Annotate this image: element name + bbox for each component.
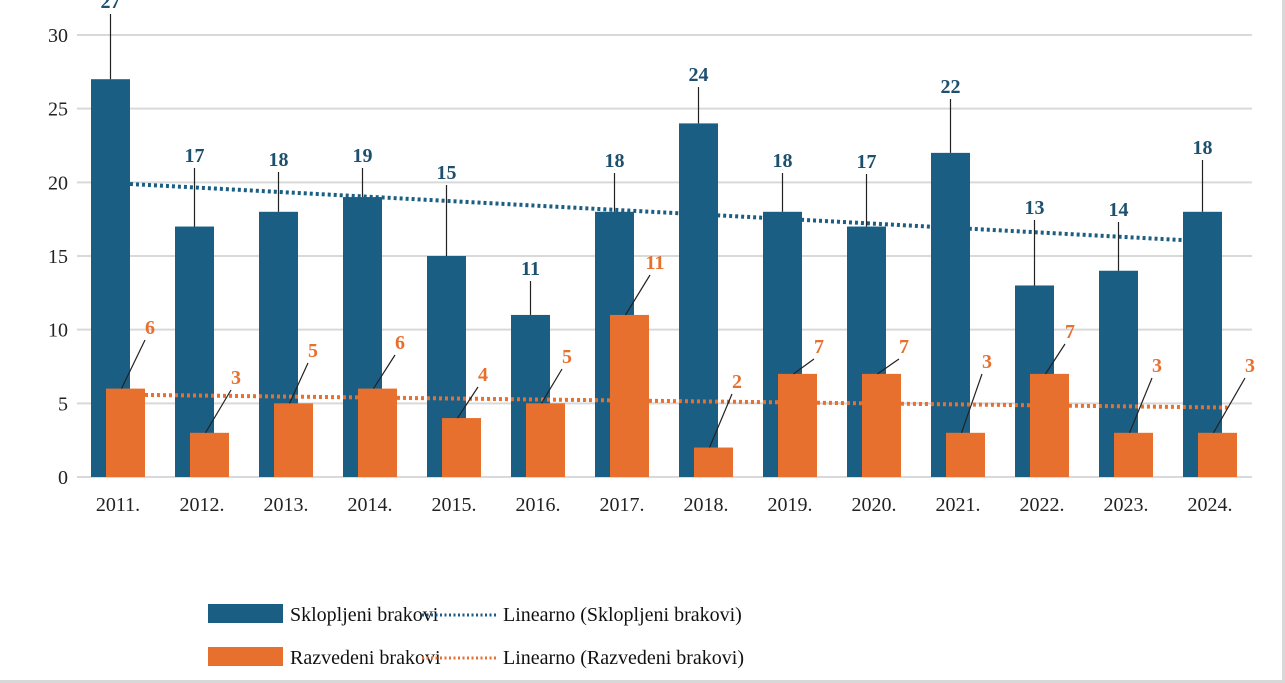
bar-razvedeni-2020. bbox=[862, 373, 901, 477]
bar-razvedeni-2015. bbox=[442, 418, 481, 477]
data-label-sklopljeni: 13 bbox=[1025, 197, 1045, 219]
bar-razvedeni-2017. bbox=[610, 314, 649, 477]
data-label-razvedeni: 3 bbox=[1152, 355, 1162, 377]
bar-razvedeni-2011. bbox=[106, 388, 145, 477]
data-label-razvedeni: 7 bbox=[899, 336, 909, 358]
trendline-razvedeni bbox=[144, 392, 1228, 410]
bar-sklopljeni-2021. bbox=[931, 152, 970, 477]
leader-line-razvedeni bbox=[1044, 343, 1066, 375]
leader-line-razvedeni bbox=[1212, 377, 1246, 434]
x-tick-label: 2021. bbox=[936, 494, 981, 516]
legend-swatch-razvedeni bbox=[208, 647, 283, 666]
data-label-sklopljeni: 22 bbox=[941, 76, 961, 98]
leader-line-razvedeni bbox=[288, 362, 309, 404]
x-tick-label: 2024. bbox=[1188, 494, 1233, 516]
y-tick-label: 25 bbox=[48, 99, 68, 121]
x-tick-label: 2012. bbox=[180, 494, 225, 516]
leader-line-razvedeni bbox=[960, 373, 983, 433]
legend-swatch-sklopljeni bbox=[208, 604, 283, 623]
data-label-sklopljeni: 18 bbox=[269, 149, 289, 171]
y-tick-label: 0 bbox=[58, 467, 68, 489]
data-label-sklopljeni: 18 bbox=[1193, 137, 1213, 159]
legend: Sklopljeni brakovi Linearno (Sklopljeni … bbox=[208, 604, 744, 669]
data-label-sklopljeni: 19 bbox=[353, 145, 373, 167]
y-tick-label: 5 bbox=[58, 393, 68, 415]
y-tick-label: 20 bbox=[48, 172, 68, 194]
x-tick-label: 2018. bbox=[684, 494, 729, 516]
data-label-razvedeni: 11 bbox=[646, 252, 665, 274]
x-tick-label: 2011. bbox=[96, 494, 140, 516]
data-label-sklopljeni: 18 bbox=[773, 150, 793, 172]
data-label-sklopljeni: 24 bbox=[689, 64, 709, 86]
bar-razvedeni-2014. bbox=[358, 388, 397, 477]
data-label-sklopljeni: 27 bbox=[101, 0, 121, 13]
legend-label-razvedeni: Razvedeni brakovi bbox=[290, 647, 441, 669]
data-label-razvedeni: 6 bbox=[395, 332, 405, 354]
data-label-razvedeni: 7 bbox=[1065, 321, 1075, 343]
data-label-razvedeni: 3 bbox=[231, 367, 241, 389]
leader-line-razvedeni bbox=[793, 358, 815, 375]
data-label-sklopljeni: 18 bbox=[605, 150, 625, 172]
data-label-razvedeni: 6 bbox=[145, 317, 155, 339]
data-label-sklopljeni: 14 bbox=[1109, 199, 1129, 221]
leader-line-razvedeni bbox=[456, 386, 479, 419]
x-tick-label: 2013. bbox=[264, 494, 309, 516]
x-tick-label: 2015. bbox=[432, 494, 477, 516]
x-tick-label: 2023. bbox=[1104, 494, 1149, 516]
data-label-sklopljeni: 15 bbox=[437, 162, 457, 184]
x-tick-label: 2022. bbox=[1020, 494, 1065, 516]
x-tick-label: 2016. bbox=[516, 494, 561, 516]
bar-sklopljeni-2018. bbox=[679, 123, 718, 478]
data-label-razvedeni: 3 bbox=[1245, 355, 1255, 377]
bar-razvedeni-2023. bbox=[1114, 432, 1153, 477]
leader-line-razvedeni bbox=[540, 368, 563, 404]
y-tick-label: 30 bbox=[48, 25, 68, 47]
data-label-razvedeni: 3 bbox=[982, 351, 992, 373]
leader-line-razvedeni bbox=[877, 358, 900, 375]
data-label-razvedeni: 5 bbox=[308, 340, 318, 362]
bar-razvedeni-2019. bbox=[778, 373, 817, 477]
leader-line-razvedeni bbox=[204, 389, 232, 434]
bar-razvedeni-2024. bbox=[1198, 432, 1237, 477]
x-tick-label: 2017. bbox=[600, 494, 645, 516]
data-label-razvedeni: 7 bbox=[814, 336, 824, 358]
leader-line-razvedeni bbox=[708, 393, 733, 448]
x-tick-label: 2014. bbox=[348, 494, 393, 516]
bar-razvedeni-2018. bbox=[694, 447, 733, 477]
legend-label-trend-sklopljeni: Linearno (Sklopljeni brakovi) bbox=[503, 604, 742, 626]
leader-line-razvedeni bbox=[624, 274, 651, 316]
bar-razvedeni-2021. bbox=[946, 432, 985, 477]
y-tick-label: 10 bbox=[48, 320, 68, 342]
data-label-sklopljeni: 11 bbox=[521, 258, 540, 280]
legend-label-trend-razvedeni: Linearno (Razvedeni brakovi) bbox=[503, 647, 744, 669]
data-label-sklopljeni: 17 bbox=[857, 151, 877, 173]
bar-razvedeni-2022. bbox=[1030, 373, 1069, 477]
legend-label-sklopljeni: Sklopljeni brakovi bbox=[290, 604, 439, 626]
x-tick-label: 2019. bbox=[768, 494, 813, 516]
y-tick-label: 15 bbox=[48, 246, 68, 268]
leader-line-razvedeni bbox=[120, 339, 146, 389]
bar-razvedeni-2016. bbox=[526, 403, 565, 477]
bar-razvedeni-2013. bbox=[274, 403, 313, 477]
data-label-razvedeni: 2 bbox=[732, 371, 742, 393]
leader-line-razvedeni bbox=[372, 354, 396, 389]
x-tick-label: 2020. bbox=[852, 494, 897, 516]
leader-line-razvedeni bbox=[1128, 377, 1153, 434]
trendline-sklopljeni bbox=[129, 182, 1213, 244]
data-label-sklopljeni: 17 bbox=[185, 145, 205, 167]
data-label-razvedeni: 4 bbox=[478, 364, 488, 386]
bar-razvedeni-2012. bbox=[190, 432, 229, 477]
data-label-razvedeni: 5 bbox=[562, 346, 572, 368]
